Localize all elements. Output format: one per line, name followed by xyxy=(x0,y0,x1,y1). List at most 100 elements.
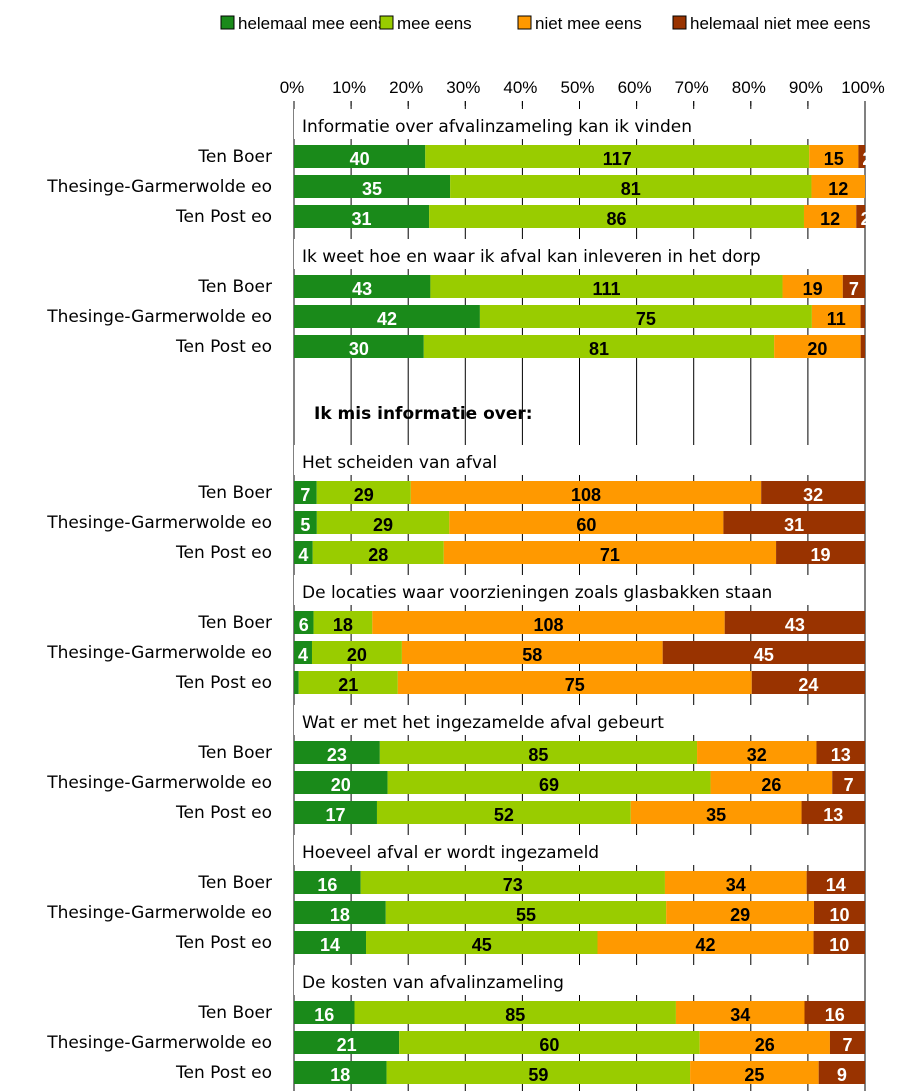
bar-segment xyxy=(425,145,810,168)
bar-segment xyxy=(450,175,812,198)
bar-segment xyxy=(294,481,317,504)
group-title: De locaties waar voorzieningen zoals gla… xyxy=(302,583,772,603)
group-title-bg xyxy=(294,835,861,865)
data-label: 42 xyxy=(377,309,397,329)
data-label: 12 xyxy=(828,179,848,199)
legend-swatch xyxy=(220,15,235,30)
bar-segment xyxy=(710,771,833,794)
row-label: Ten Post eo xyxy=(175,207,272,227)
bar-segment xyxy=(366,931,598,954)
data-label: 43 xyxy=(352,279,372,299)
bar-segment xyxy=(860,335,865,358)
data-label: 9 xyxy=(837,1065,847,1085)
bar-segment xyxy=(666,901,815,924)
data-label: 10 xyxy=(829,905,849,925)
bar-segment xyxy=(776,541,865,564)
bar-segment xyxy=(697,741,817,764)
bar-segment xyxy=(360,871,665,894)
group-title: Ik mis informatie over: xyxy=(314,404,533,424)
bar-segment xyxy=(379,741,698,764)
bar-segment xyxy=(811,175,865,198)
data-label: 4 xyxy=(298,645,308,665)
group-title: Wat er met het ingezamelde afval gebeurt xyxy=(302,713,664,733)
group-title-bg xyxy=(294,109,861,139)
row-label: Ten Boer xyxy=(197,147,272,167)
bar-segment xyxy=(724,611,865,634)
data-label: 75 xyxy=(565,675,585,695)
bar-segment xyxy=(294,175,451,198)
data-label: 108 xyxy=(533,615,563,635)
data-label: 111 xyxy=(592,279,620,299)
data-label: 16 xyxy=(825,1005,845,1025)
bar-segment xyxy=(761,481,865,504)
legend-label: helemaal niet mee eens xyxy=(690,14,871,33)
data-label: 20 xyxy=(331,775,351,795)
data-label: 29 xyxy=(354,485,374,505)
bar-segment xyxy=(294,541,313,564)
data-label: 20 xyxy=(347,645,367,665)
bar-segment xyxy=(423,335,775,358)
data-label: 29 xyxy=(730,905,750,925)
bar-segment xyxy=(312,541,444,564)
bar-segment xyxy=(774,335,861,358)
group-title-bg xyxy=(294,705,861,735)
bar-segment xyxy=(449,511,724,534)
bar-segment xyxy=(664,871,807,894)
data-label: 40 xyxy=(350,149,370,169)
bar-segment xyxy=(814,901,865,924)
bar-segment xyxy=(804,1001,865,1024)
data-label: 86 xyxy=(607,209,627,229)
bar-segment xyxy=(782,275,843,298)
data-label: 35 xyxy=(706,805,726,825)
data-label: 21 xyxy=(337,1035,357,1055)
x-axis-ticks: 0% 10% 20% 30% 40% 50% 60% 70% 80% 90% 100% xyxy=(280,78,885,106)
data-label: 85 xyxy=(528,745,548,765)
data-label: 7 xyxy=(300,485,310,505)
x-tick-label: 70% xyxy=(675,78,709,97)
bar-segment xyxy=(401,641,663,664)
data-label: 117 xyxy=(603,149,632,169)
x-tick-label: 40% xyxy=(503,78,537,97)
row-label: Ten Post eo xyxy=(175,337,272,357)
data-label: 85 xyxy=(505,1005,525,1025)
bar-segment xyxy=(294,275,431,298)
data-label: 15 xyxy=(824,149,844,169)
data-label: 43 xyxy=(785,615,805,635)
data-label: 6 xyxy=(299,615,309,635)
bar-segment xyxy=(313,611,373,634)
data-label: 14 xyxy=(320,935,340,955)
bar-segment xyxy=(813,931,865,954)
row-label: Thesinge-Garmerwolde eo xyxy=(46,1033,272,1053)
data-label: 81 xyxy=(621,179,641,199)
data-label: 24 xyxy=(798,675,818,695)
data-label: 12 xyxy=(820,209,840,229)
bar-segment xyxy=(354,1001,676,1024)
bar-segment xyxy=(751,671,865,694)
row-label: Thesinge-Garmerwolde eo xyxy=(46,643,272,663)
row-label: Ten Boer xyxy=(197,483,272,503)
data-label: 60 xyxy=(539,1035,559,1055)
bar-segment xyxy=(294,1061,387,1084)
data-label: 75 xyxy=(636,309,656,329)
legend-label: mee eens xyxy=(397,14,472,33)
x-tick-label: 30% xyxy=(446,78,480,97)
data-label: 59 xyxy=(528,1065,548,1085)
data-label: 58 xyxy=(522,645,542,665)
bar-segment xyxy=(294,335,424,358)
bar-segment xyxy=(386,1061,691,1084)
data-label: 23 xyxy=(327,745,347,765)
x-tick-label: 90% xyxy=(789,78,823,97)
bar-area: 40 117 15 235 81 12 031 86 12 243 111 19 742 75 11 130 8… xyxy=(294,109,879,1085)
data-label: 45 xyxy=(472,935,492,955)
bar-segment xyxy=(298,671,398,694)
data-label: 25 xyxy=(744,1065,764,1085)
bar-segment xyxy=(675,1001,805,1024)
bar-segment xyxy=(316,481,411,504)
data-label: 7 xyxy=(844,775,854,795)
data-label: 0 xyxy=(869,179,879,199)
group-title: Ik weet hoe en waar ik afval kan inlever… xyxy=(302,247,761,267)
bar-segment xyxy=(399,1031,700,1054)
data-label: 60 xyxy=(576,515,596,535)
data-label: 73 xyxy=(503,875,523,895)
bar-segment xyxy=(429,205,804,228)
